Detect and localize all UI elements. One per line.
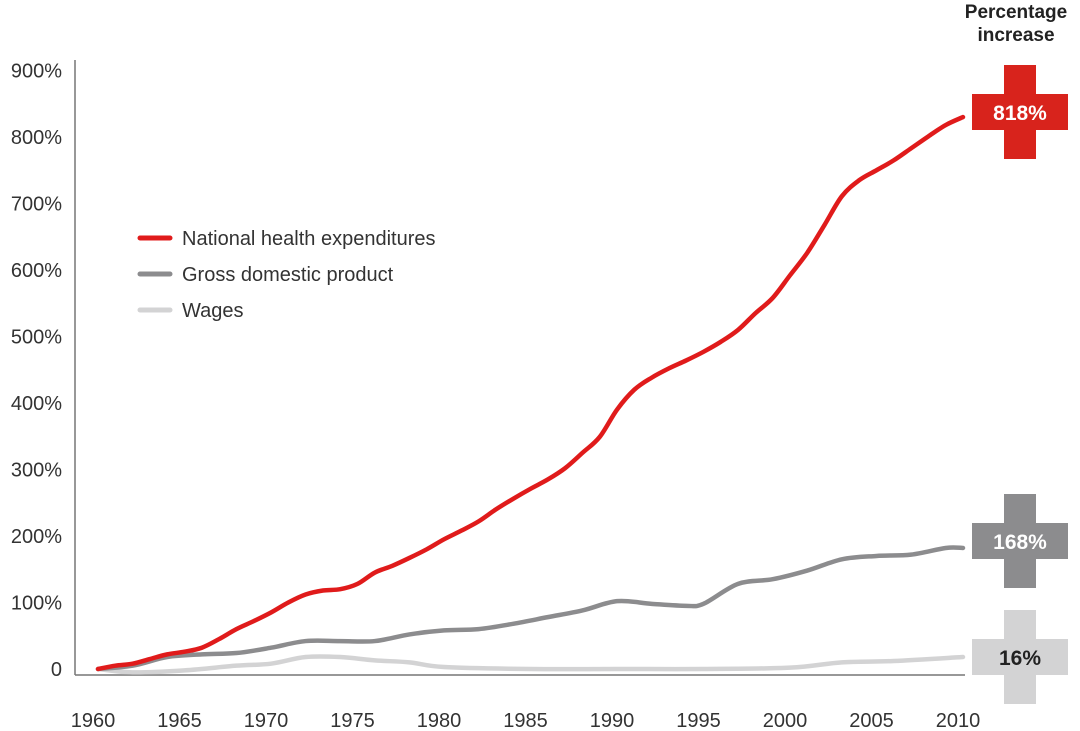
- badge-value: 16%: [999, 647, 1041, 670]
- legend-label: National health expenditures: [182, 228, 436, 250]
- plus-badge-icon: [972, 610, 1068, 704]
- x-tick-label: 1990: [590, 710, 635, 731]
- x-tick-label: 2000: [763, 710, 808, 731]
- y-tick-label: 200%: [11, 526, 62, 548]
- y-tick-label: 700%: [11, 194, 62, 216]
- x-tick-label: 2005: [849, 710, 894, 731]
- badge-value: 168%: [993, 531, 1047, 554]
- series-line-national-health-expenditures: [95, 114, 966, 672]
- x-tick-label: 1960: [71, 710, 116, 731]
- y-tick-label: 900%: [11, 61, 62, 83]
- y-tick-label: 400%: [11, 393, 62, 415]
- y-tick-label: 100%: [11, 593, 62, 615]
- x-tick-label: 1970: [244, 710, 289, 731]
- x-tick-label: 1975: [330, 710, 375, 731]
- x-tick-label: 1985: [503, 710, 548, 731]
- badge-value: 818%: [993, 102, 1047, 125]
- x-tick-label: 1995: [676, 710, 721, 731]
- series-line-gross-domestic-product: [95, 545, 966, 672]
- y-tick-label: 800%: [11, 127, 62, 149]
- x-tick-label: 1980: [417, 710, 462, 731]
- plus-badge-icon: [972, 494, 1068, 588]
- plus-badge-icon: [972, 65, 1068, 159]
- y-tick-label: 300%: [11, 460, 62, 482]
- x-tick-label: 2010: [936, 710, 981, 731]
- y-tick-label: 600%: [11, 260, 62, 282]
- legend-label: Gross domestic product: [182, 264, 394, 286]
- legend-label: Wages: [182, 300, 244, 322]
- x-tick-label: 1965: [157, 710, 202, 731]
- series-line-wages: [95, 654, 966, 675]
- y-tick-label: 500%: [11, 327, 62, 349]
- annotation-header: Percentage increase: [965, 2, 1067, 46]
- y-tick-label: 0: [51, 659, 62, 681]
